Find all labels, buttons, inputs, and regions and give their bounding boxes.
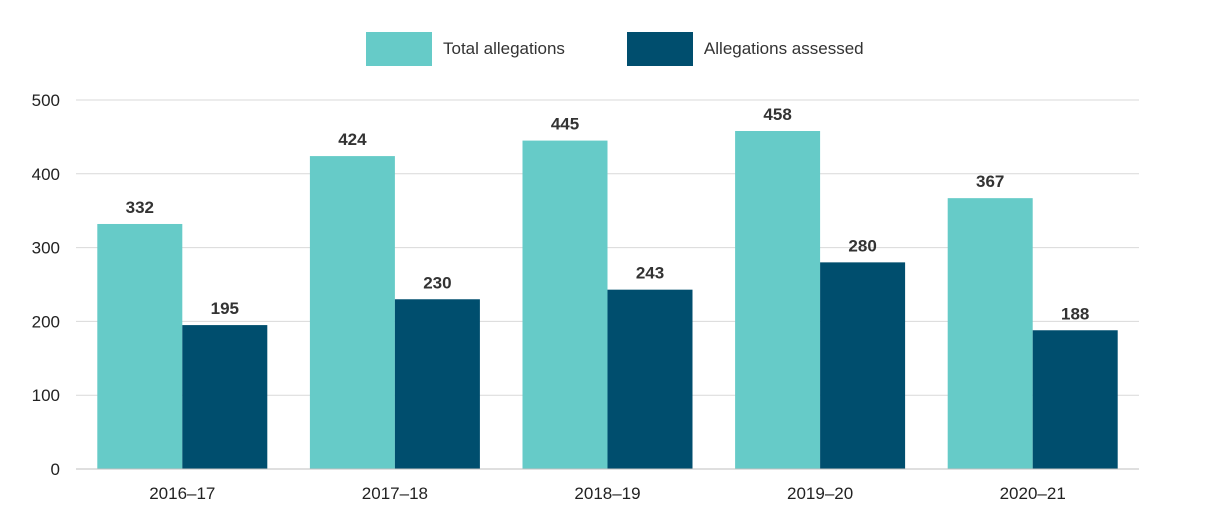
legend-swatch-total (366, 32, 432, 66)
bar (820, 262, 906, 469)
bar (309, 156, 395, 469)
bar (394, 299, 480, 469)
bar (97, 223, 183, 469)
bar (1032, 330, 1118, 469)
y-tick-label: 100 (32, 386, 60, 405)
data-label: 424 (338, 130, 367, 149)
legend-item-total: Total allegations (366, 32, 565, 66)
legend-swatch-assessed (626, 32, 693, 66)
x-tick-label: 2018–19 (574, 484, 640, 503)
bar (947, 198, 1033, 470)
y-tick-label: 200 (32, 312, 60, 331)
data-label: 280 (848, 236, 876, 255)
x-tick-label: 2019–20 (787, 484, 853, 503)
x-tick-label: 2020–21 (1000, 484, 1066, 503)
bar (607, 289, 693, 469)
x-tick-label: 2017–18 (362, 484, 428, 503)
data-label: 458 (763, 105, 791, 124)
x-tick-label: 2016–17 (149, 484, 215, 503)
chart-legend: Total allegations Allegations assessed (366, 32, 864, 66)
data-label: 230 (423, 273, 451, 292)
data-label: 188 (1061, 304, 1089, 323)
y-tick-label: 0 (51, 460, 60, 479)
data-label: 445 (551, 115, 579, 134)
bar (522, 140, 608, 469)
data-label: 195 (211, 299, 239, 318)
data-label: 243 (636, 264, 664, 283)
bar (735, 130, 821, 469)
y-tick-label: 300 (32, 239, 60, 258)
legend-label-total: Total allegations (443, 39, 565, 58)
legend-label-assessed: Allegations assessed (703, 39, 864, 58)
bar (182, 325, 268, 469)
y-tick-label: 400 (32, 165, 60, 184)
legend-item-assessed: Allegations assessed (626, 32, 864, 66)
y-tick-label: 500 (32, 91, 60, 110)
data-label: 367 (976, 172, 1004, 191)
data-label: 332 (126, 198, 154, 217)
